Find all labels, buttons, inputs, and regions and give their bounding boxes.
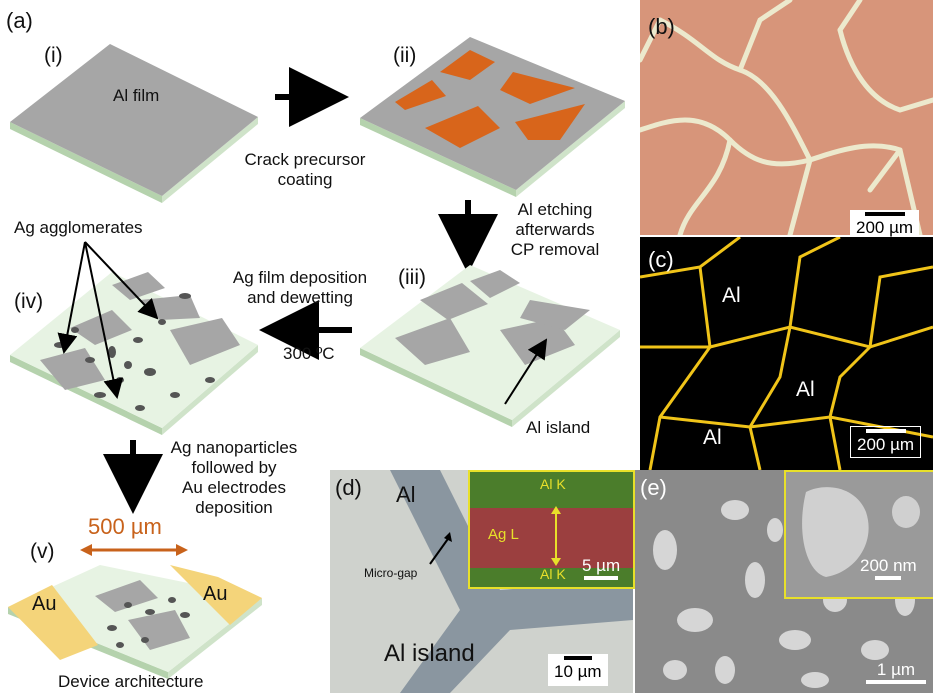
sem-inset — [784, 470, 933, 599]
inset-al-k-bottom: Al K — [540, 566, 566, 582]
micro-gap-pointer — [429, 532, 452, 565]
step-ii-label: (ii) — [393, 44, 417, 67]
panel-b-tag: (b) — [648, 14, 675, 39]
panel-d-al-label: Al — [396, 482, 416, 507]
schematic-graphics — [8, 37, 625, 679]
panel-e-scale: 1 µm — [866, 660, 926, 686]
step-iv-label: (iv) — [14, 290, 44, 313]
inset-al-k-top: Al K — [540, 476, 566, 492]
au-right-label: Au — [203, 583, 228, 605]
ag-agglomerates-label: Ag agglomerates — [14, 218, 143, 237]
panel-c-tag: (c) — [648, 247, 674, 272]
panel-c-al-label-2: Al — [796, 378, 815, 401]
temperature-label: 300 ºC — [283, 344, 335, 363]
crack-precursor-label: Crack precursor coating — [244, 150, 366, 189]
ag-film-label: Ag film deposition and dewetting — [232, 268, 368, 307]
au-left-label: Au — [32, 593, 57, 615]
panel-b-image — [640, 0, 933, 235]
crack-network — [640, 237, 933, 470]
distance-label: 500 µm — [88, 514, 162, 539]
micro-gap-label: Micro-gap — [364, 566, 418, 580]
panel-a-tag: (a) — [6, 8, 33, 33]
al-film-label: Al film — [113, 86, 160, 105]
al-island-label: Al island — [526, 418, 591, 437]
ag-nanoparticles-label: Ag nanoparticles followed by Au electrode… — [170, 438, 298, 517]
step-i-label: (i) — [44, 44, 63, 67]
crack-precursor-plate — [360, 37, 625, 197]
inset-ag-l: Ag L — [488, 526, 519, 543]
agglomerate-pointer-3 — [84, 241, 124, 399]
al-etching-label: Al etching afterwards CP removal — [510, 200, 600, 259]
al-island-pointer — [504, 338, 548, 405]
agglomerate-pointer-1 — [84, 241, 159, 320]
panel-e-tag: (e) — [640, 475, 667, 500]
sem-inset-particle — [802, 487, 920, 577]
step-v-label: (v) — [30, 540, 55, 563]
panel-d-tag: (d) — [335, 475, 362, 500]
panel-c-al-label-1: Al — [722, 284, 741, 307]
device-architecture-label: Device architecture — [58, 672, 204, 691]
panel-c-al-label-3: Al — [703, 426, 722, 449]
panel-c-scale: 200 µm — [850, 426, 922, 458]
device-plate — [8, 565, 262, 679]
step-iii-label: (iii) — [398, 266, 426, 289]
panel-d-al-island-label: Al island — [384, 640, 475, 667]
inset-scale: 5 µm — [582, 556, 620, 582]
agglomerate-pointer-2 — [57, 241, 86, 354]
al-island-plate — [360, 265, 620, 427]
ag-band-arrow — [551, 506, 561, 566]
panel-e-inset-scale: 200 nm — [860, 556, 917, 582]
panel-d-scale: 10 µm — [548, 654, 608, 686]
panel-b-scale: 200 µm — [850, 210, 920, 242]
crack-pattern — [640, 0, 933, 235]
al-film-plate — [10, 44, 258, 203]
